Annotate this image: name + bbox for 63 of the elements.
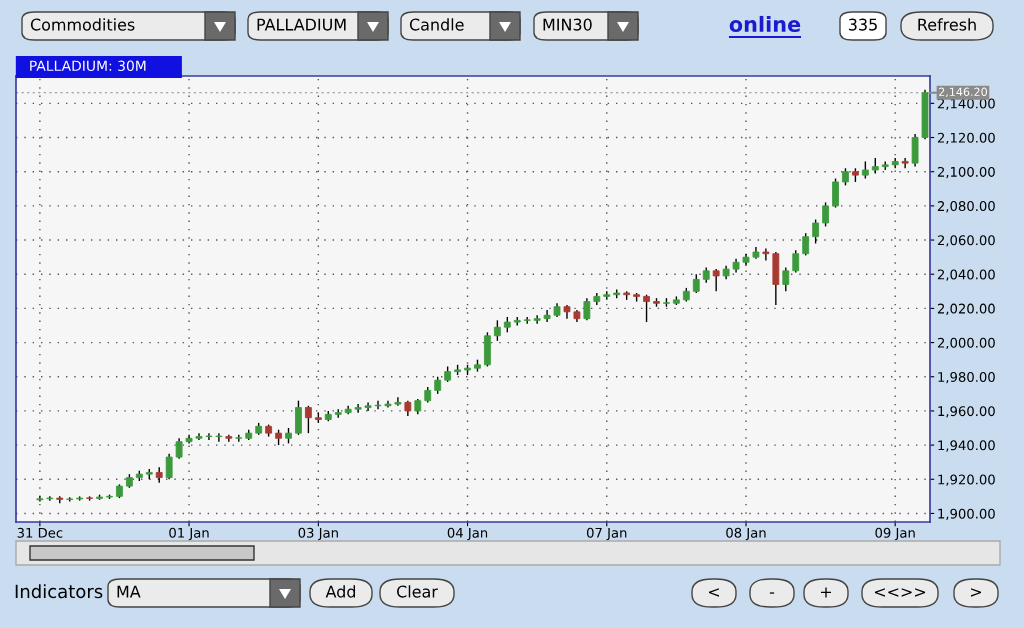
candlestick — [165, 452, 173, 480]
x-tick-label: 09 Jan — [875, 527, 915, 541]
candlestick — [215, 432, 223, 443]
x-tick-label: 01 Jan — [169, 527, 209, 541]
candlestick — [832, 177, 839, 209]
candlestick — [712, 268, 720, 293]
text: MIN30 — [543, 18, 592, 31]
text: Clear — [397, 585, 438, 598]
x-tick-label: 31 Dec — [17, 527, 63, 538]
candlestick — [822, 201, 829, 228]
y-tick-label: 2,020.00 — [937, 303, 995, 315]
x-tick-label: 08 Jan — [726, 527, 766, 541]
candlestick — [364, 401, 372, 412]
candlestick — [583, 297, 591, 322]
text: 335 — [848, 18, 877, 31]
candlestick — [305, 405, 312, 434]
text: PALLADIUM — [257, 18, 346, 31]
text: < — [709, 588, 719, 597]
candlestick — [533, 314, 541, 325]
candlestick — [543, 309, 551, 323]
text: + — [821, 587, 831, 598]
text: online — [729, 15, 801, 33]
x-tick-label: 03 Jan — [298, 527, 338, 541]
candlestick — [394, 396, 402, 407]
y-tick-label: 2,000.00 — [937, 337, 995, 350]
text: Commodities — [30, 18, 135, 31]
text: > — [971, 588, 981, 597]
chart-title: PALLADIUM: 30M — [30, 60, 146, 72]
text: - — [769, 592, 775, 594]
text: Indicators — [15, 584, 103, 599]
y-tick-label: 1,980.00 — [938, 371, 995, 384]
candlestick — [643, 294, 650, 323]
candlestick — [175, 437, 183, 460]
text: MA — [117, 585, 141, 598]
y-tick-label: 1,960.00 — [938, 406, 995, 418]
text: Candle — [409, 18, 464, 31]
candlestick — [354, 403, 362, 414]
y-tick-label: 2,080.00 — [937, 201, 995, 213]
y-tick-label: 2,060.00 — [937, 235, 995, 247]
text: <<>> — [874, 588, 926, 597]
y-tick-label: 1,920.00 — [938, 474, 995, 486]
text: Refresh — [918, 18, 976, 31]
y-tick-label: 2,140.00 — [937, 98, 995, 110]
candlestick — [762, 247, 770, 262]
candlestick — [46, 495, 54, 502]
y-tick-label: 1,940.00 — [938, 440, 995, 452]
candlestick — [205, 432, 213, 441]
candlestick — [493, 319, 501, 342]
candlestick — [812, 218, 820, 245]
candlestick — [782, 266, 790, 293]
candlestick — [901, 157, 909, 169]
candlestick — [692, 273, 700, 294]
x-tick-label: 04 Jan — [447, 527, 488, 541]
ref-line-label: 2,146.20 — [939, 87, 987, 98]
y-tick-label: 2,040.00 — [937, 269, 995, 281]
text: Add — [325, 585, 356, 598]
y-tick-label: 2,120.00 — [937, 132, 995, 145]
candlestick — [802, 232, 810, 257]
x-tick-label: 07 Jan — [586, 527, 627, 541]
candlestick — [792, 249, 800, 274]
candlestick — [374, 399, 382, 410]
y-tick-label: 2,100.00 — [937, 166, 995, 179]
y-tick-label: 1,900.00 — [938, 508, 995, 520]
